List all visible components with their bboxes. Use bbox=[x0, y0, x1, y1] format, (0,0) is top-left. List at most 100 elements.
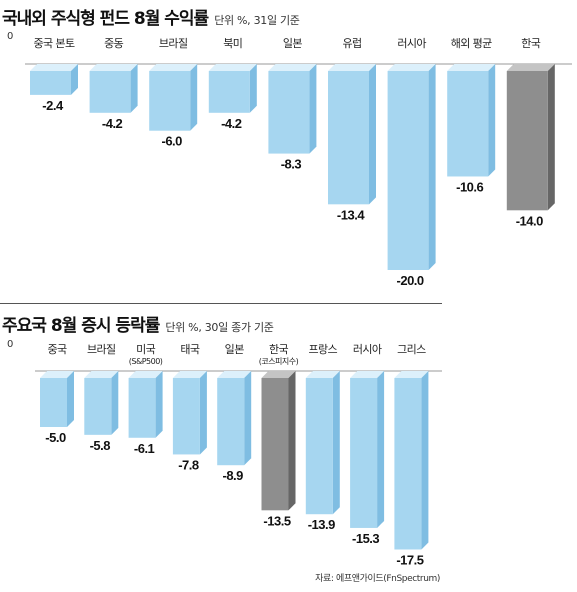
chart2-subtitle: 단위 %, 30일 종가 기준 bbox=[165, 321, 274, 334]
chart2-title: 주요국 8월 증시 등락률 bbox=[2, 316, 160, 336]
chart2-value-label: -13.9 bbox=[308, 517, 335, 532]
chart2-bar-미국 bbox=[128, 371, 163, 438]
chart1-title-row: 국내외 주식형 펀드 8월 수익률 단위 %, 31일 기준 bbox=[2, 4, 300, 29]
chart2-bar-한국 bbox=[261, 371, 296, 511]
bar-side-face bbox=[249, 64, 257, 113]
bar-front-face bbox=[149, 71, 191, 131]
chart2-bar-러시아 bbox=[350, 371, 385, 528]
bar-top-face bbox=[149, 64, 198, 71]
bar-side-face bbox=[288, 371, 296, 511]
chart2-category-label: 프랑스 bbox=[309, 343, 338, 356]
chart1-value-label: -6.0 bbox=[161, 134, 182, 149]
bar-front-face bbox=[128, 378, 156, 438]
chart1-bar-일본 bbox=[268, 64, 317, 154]
chart2-category-label: 일본 bbox=[225, 342, 245, 356]
chart1-title: 국내외 주식형 펀드 8월 수익률 bbox=[2, 9, 209, 29]
bar-side-face bbox=[488, 64, 496, 177]
bar-top-face bbox=[217, 371, 252, 378]
bar-side-face bbox=[428, 64, 436, 270]
chart2-category-label: 한국 bbox=[269, 343, 289, 356]
bar-side-face bbox=[309, 64, 317, 154]
chart2-category-note: (코스피지수) bbox=[259, 357, 299, 366]
chart1-value-label: -4.2 bbox=[221, 116, 242, 131]
chart1-category-label: 북미 bbox=[223, 37, 242, 50]
chart1-bar-한국 bbox=[506, 64, 555, 211]
bar-top-face bbox=[350, 371, 385, 378]
bar-side-face bbox=[244, 371, 252, 466]
chart2-value-label: -17.5 bbox=[396, 553, 423, 568]
bar-top-face bbox=[394, 371, 429, 378]
bar-front-face bbox=[208, 71, 250, 113]
section-divider bbox=[0, 303, 442, 304]
bar-front-face bbox=[261, 378, 289, 511]
bar-top-face bbox=[84, 371, 119, 378]
bar-top-face bbox=[89, 64, 138, 71]
chart1-bar-중국-본토 bbox=[30, 64, 78, 95]
chart2-value-label: -8.9 bbox=[222, 468, 243, 483]
chart2-value-label: -7.8 bbox=[178, 457, 199, 472]
chart1-value-label: -4.2 bbox=[102, 116, 123, 131]
chart2-category-label: 중국 bbox=[47, 343, 67, 356]
chart2-value-label: -5.8 bbox=[90, 438, 111, 453]
chart1-category-label: 한국 bbox=[521, 37, 541, 50]
bar-side-face bbox=[155, 371, 163, 438]
bar-side-face bbox=[547, 64, 555, 211]
bar-side-face bbox=[67, 371, 74, 427]
bar-front-face bbox=[394, 378, 422, 550]
bar-front-face bbox=[328, 71, 369, 205]
bar-top-face bbox=[261, 371, 296, 378]
bar-side-face bbox=[421, 371, 429, 550]
bar-side-face bbox=[190, 64, 198, 131]
bar-front-face bbox=[40, 378, 67, 427]
chart1-bar-유럽 bbox=[328, 64, 376, 205]
chart1-bar-러시아 bbox=[387, 64, 436, 270]
bar-front-face bbox=[447, 71, 489, 177]
bar-top-face bbox=[268, 64, 317, 71]
bar-side-face bbox=[199, 371, 207, 455]
chart1-value-label: -10.6 bbox=[456, 179, 483, 194]
chart1-value-label: -2.4 bbox=[42, 98, 64, 113]
bar-top-face bbox=[506, 64, 555, 71]
chart1-value-label: -8.3 bbox=[281, 157, 302, 172]
chart1-value-label: -20.0 bbox=[397, 273, 424, 288]
chart2-bar-프랑스 bbox=[305, 371, 340, 515]
chart1-category-label: 브라질 bbox=[159, 37, 188, 50]
bar-side-face bbox=[332, 371, 340, 515]
chart1-category-label: 러시아 bbox=[397, 37, 426, 50]
chart2-bar-일본 bbox=[217, 371, 252, 466]
chart1-bar-중동 bbox=[89, 64, 138, 113]
chart2-category-label: 그리스 bbox=[397, 343, 426, 356]
chart1-category-label: 해외 평균 bbox=[451, 36, 492, 50]
bar-top-face bbox=[387, 64, 436, 71]
bar-front-face bbox=[89, 71, 131, 113]
chart2-zero-label: 0 bbox=[7, 339, 14, 350]
bar-front-face bbox=[305, 378, 333, 515]
chart2-title-row: 주요국 8월 증시 등락률 단위 %, 30일 종가 기준 bbox=[2, 311, 274, 336]
chart1-svg: -2.4 중국 본토 -4.2 중동 -6.0 브라질 -4.2 북미 -8.3 일본 -13.4 유… bbox=[25, 36, 572, 288]
chart2-bar-중국 bbox=[40, 371, 74, 427]
chart1-zero-label: 0 bbox=[7, 31, 14, 42]
chart1-category-label: 유럽 bbox=[342, 36, 361, 50]
chart2-category-label: 러시아 bbox=[353, 343, 382, 356]
chart1-category-label: 중동 bbox=[104, 37, 124, 50]
bar-front-face bbox=[217, 378, 245, 466]
chart2-value-label: -5.0 bbox=[45, 430, 66, 445]
bar-top-face bbox=[40, 371, 74, 378]
chart1-bar-브라질 bbox=[149, 64, 198, 131]
chart2-value-label: -13.5 bbox=[263, 513, 290, 528]
bar-side-face bbox=[71, 64, 78, 95]
chart2-bar-브라질 bbox=[84, 371, 119, 435]
bar-front-face bbox=[350, 378, 378, 528]
bar-side-face bbox=[111, 371, 119, 435]
chart2-value-label: -6.1 bbox=[134, 441, 155, 456]
bar-top-face bbox=[30, 64, 78, 71]
chart2-value-label: -15.3 bbox=[352, 531, 379, 546]
chart1-bar-북미 bbox=[208, 64, 257, 113]
bar-top-face bbox=[172, 371, 207, 378]
bar-side-face bbox=[377, 371, 385, 528]
bar-top-face bbox=[128, 371, 163, 378]
chart2-category-label: 미국 bbox=[136, 343, 156, 356]
chart1-category-label: 일본 bbox=[283, 36, 303, 50]
bar-side-face bbox=[130, 64, 138, 113]
